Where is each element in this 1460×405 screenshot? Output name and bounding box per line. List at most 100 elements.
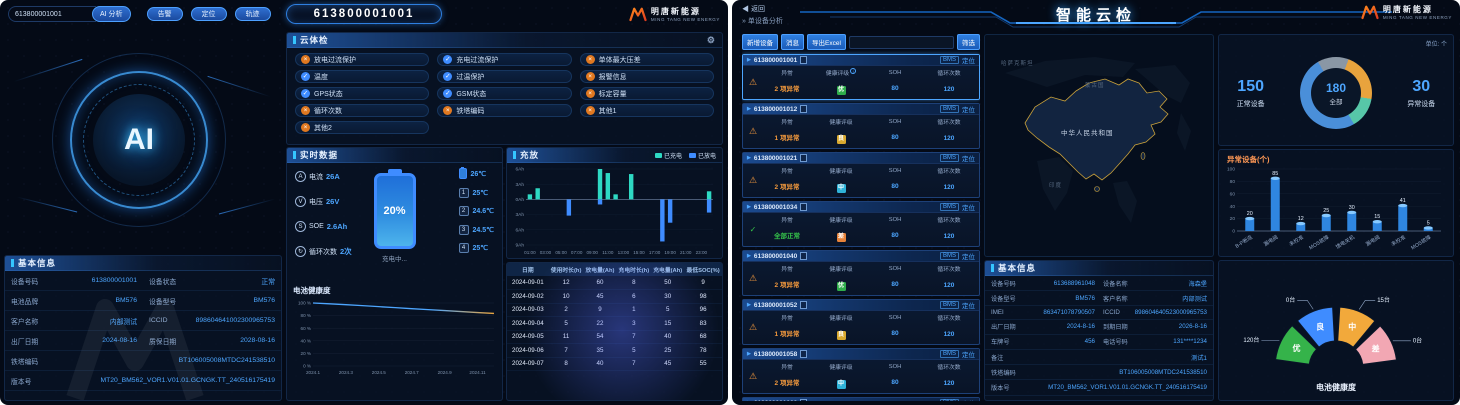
- svg-text:09:00: 09:00: [586, 250, 598, 255]
- info-value: 2024-08-16: [102, 337, 137, 344]
- locate-link[interactable]: 定位: [962, 156, 975, 163]
- ai-analyze-button[interactable]: AI 分析: [92, 6, 131, 22]
- daily-table-row[interactable]: 2024-09-06 7 35 5 25 78: [507, 343, 722, 358]
- device-col: SOH 80: [868, 70, 922, 95]
- back-link[interactable]: ◀ 返回: [742, 6, 765, 13]
- search-input[interactable]: [848, 35, 954, 49]
- daily-table-cell: 40: [583, 357, 617, 371]
- health-check-item[interactable]: ✓ GSM状态: [437, 87, 572, 100]
- daily-table-cell: 68: [684, 330, 722, 344]
- device-col-label: 健康评级: [829, 267, 853, 273]
- device-col: 异常 2 项异常: [760, 166, 814, 194]
- locate-link[interactable]: 定位: [962, 254, 975, 261]
- health-check-label: 单体最大压差: [598, 56, 641, 64]
- daily-table-row[interactable]: 2024-09-05 11 54 7 40 68: [507, 330, 722, 344]
- info-value: BM576: [115, 297, 137, 304]
- device-card[interactable]: ▶ 613800001034 BMS 定位 ✓ 异常 全部正常 健康评级差 SOH 80 循环次数 1…: [742, 201, 980, 247]
- health-check-item[interactable]: × 单体最大压差: [579, 53, 714, 66]
- copy-icon[interactable]: [799, 300, 807, 309]
- locate-link[interactable]: 定位: [962, 398, 975, 401]
- daily-table-row[interactable]: 2024-09-02 10 45 6 30 98: [507, 289, 722, 304]
- topbar-pill-2[interactable]: 轨迹: [234, 7, 271, 21]
- brand-name-en: MING TANG NEW ENERGY: [650, 17, 720, 22]
- health-check-item[interactable]: × 其他1: [579, 104, 714, 117]
- device-col-value: 2 项异常: [774, 282, 800, 289]
- metric-value: 26V: [326, 197, 340, 206]
- locate-link[interactable]: 定位: [962, 58, 975, 65]
- locate-link[interactable]: 定位: [962, 107, 975, 114]
- toolbar-button-0[interactable]: 新增设备: [742, 34, 778, 50]
- daily-table-row[interactable]: 2024-09-04 5 22 3 15 83: [507, 316, 722, 331]
- filter-button[interactable]: 筛选: [957, 34, 980, 50]
- device-col-label: 异常: [781, 169, 793, 175]
- device-card[interactable]: ▶ 613800001052 BMS 定位 ⚠ 异常 1 项异常 健康评级良 SOH 80 循环次数…: [742, 299, 980, 345]
- daily-table-cell: 45: [651, 357, 685, 371]
- warning-icon: ⚠: [748, 125, 758, 136]
- locate-link[interactable]: 定位: [962, 352, 975, 359]
- metric-value: 2次: [340, 247, 352, 256]
- health-check-item[interactable]: × 其他2: [295, 121, 430, 134]
- locate-link[interactable]: 定位: [962, 303, 975, 310]
- device-card[interactable]: ▶ 613800001040 BMS 定位 ⚠ 异常 2 项异常 健康评级优 SOH 80 循环次数…: [742, 250, 980, 296]
- health-check-item[interactable]: × 放电过流保护: [295, 53, 430, 66]
- daily-table-row[interactable]: 2024-09-07 8 40 7 45 55: [507, 357, 722, 371]
- svg-text:20 %: 20 %: [301, 351, 311, 356]
- warning-icon: ⚠: [748, 370, 758, 381]
- topbar-pill-1[interactable]: 定位: [190, 7, 227, 21]
- svg-text:05:00: 05:00: [555, 250, 567, 255]
- health-check-item[interactable]: ✓ 充电过流保护: [437, 53, 572, 66]
- device-id-input[interactable]: [8, 6, 96, 22]
- device-col-label: 健康评级: [829, 365, 853, 371]
- device-card[interactable]: ▶ 613800001001 BMS 定位 ⚠ 异常 2 项异常 健康评级 i 优 SOH 80 循环次…: [742, 54, 980, 100]
- device-card[interactable]: ▶ 613800001021 BMS 定位 ⚠ 异常 2 项异常 健康评级中 SOH 80 循环次数…: [742, 152, 980, 198]
- daily-table-cell: 6: [616, 289, 652, 304]
- device-card[interactable]: ▶ 613800001058 BMS 定位 ⚠ 异常 2 项异常 健康评级中 SOH 80 循环次数…: [742, 348, 980, 394]
- topbar-pill-0[interactable]: 告警: [146, 7, 183, 21]
- basic-info-rows: 设备号码 613688961048 设备名称 海森堡 设备型号 BM576 客户名称 内部测试…: [985, 276, 1213, 396]
- health-check-item[interactable]: ✓ 温度: [295, 70, 430, 83]
- copy-icon[interactable]: [799, 55, 807, 64]
- svg-text:40 %: 40 %: [301, 338, 311, 343]
- locate-link[interactable]: 定位: [962, 205, 975, 212]
- copy-icon[interactable]: [799, 153, 807, 162]
- toolbar-button-2[interactable]: 导出Excel: [807, 34, 846, 50]
- legend-swatch: [688, 152, 696, 158]
- copy-icon[interactable]: [799, 398, 807, 401]
- info-value: 131****1234: [1173, 338, 1207, 346]
- device-col: SOH 80: [868, 315, 922, 340]
- health-check-item[interactable]: × 铁塔编码: [437, 104, 572, 117]
- health-check-item[interactable]: ✓ GPS状态: [295, 87, 430, 100]
- copy-icon[interactable]: [799, 349, 807, 358]
- daily-table-cell: 2024-09-06: [507, 343, 549, 358]
- toolbar-button-1[interactable]: 消息: [781, 34, 804, 50]
- nav-single-device-analysis[interactable]: » 单设备分析: [742, 18, 783, 25]
- signal-icon: ▶: [747, 351, 751, 357]
- device-col: SOH 80: [868, 119, 922, 144]
- daily-table-cell: 7: [616, 357, 652, 371]
- health-check-item[interactable]: × 报警信息: [579, 70, 714, 83]
- health-check-item[interactable]: × 循环次数: [295, 104, 430, 117]
- svg-text:01:00: 01:00: [524, 250, 536, 255]
- device-col-value: 2 项异常: [774, 184, 800, 191]
- check-icon: ✓: [443, 89, 453, 98]
- cross-icon: ×: [301, 106, 310, 115]
- health-check-item[interactable]: ✓ 过温保护: [437, 70, 572, 83]
- daily-table-row[interactable]: 2024-09-03 2 9 1 5 96: [507, 303, 722, 317]
- gear-icon[interactable]: ⚙: [706, 34, 716, 45]
- brand-name: 明唐新能源: [650, 7, 701, 16]
- svg-text:17:00: 17:00: [649, 250, 661, 255]
- stat-normal-devices: 150 正常设备: [1237, 78, 1265, 109]
- copy-icon[interactable]: [799, 251, 807, 260]
- info-row: 铁塔编码 BT106005008MTDC241538510: [5, 351, 281, 371]
- copy-icon[interactable]: [799, 202, 807, 211]
- device-card[interactable]: ▶613800001063BMS定位⚠异常2 项异常健康评级差SOH80循环次数…: [742, 397, 980, 401]
- info-cell: 备注 测试1: [991, 353, 1207, 362]
- info-value: 内部测试: [109, 318, 137, 326]
- daily-table-row[interactable]: 2024-09-01 12 60 8 50 9: [507, 276, 722, 290]
- daily-table-cell: 83: [684, 316, 722, 331]
- device-col-label: 异常: [781, 120, 793, 126]
- copy-icon[interactable]: [799, 104, 807, 113]
- device-card[interactable]: ▶ 613800001012 BMS 定位 ⚠ 异常 1 项异常 健康评级良 SOH 80 循环次数…: [742, 103, 980, 149]
- svg-text:80: 80: [1230, 179, 1236, 185]
- health-check-item[interactable]: × 标定容量: [579, 87, 714, 100]
